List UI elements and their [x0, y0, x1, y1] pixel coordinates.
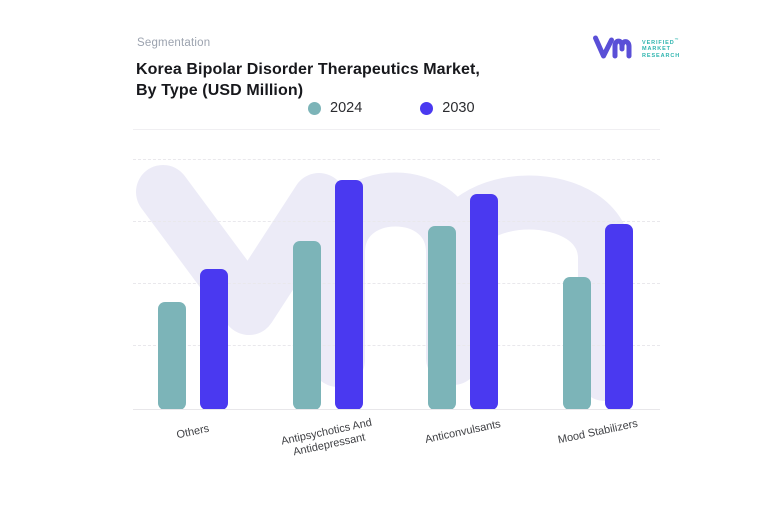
chart-legend: 2024 2030: [308, 100, 475, 116]
chart-title: Korea Bipolar Disorder Therapeutics Mark…: [136, 59, 480, 101]
chart-title-line1: Korea Bipolar Disorder Therapeutics Mark…: [136, 61, 480, 78]
gridline: [133, 159, 660, 161]
legend-label-2024: 2024: [330, 100, 363, 116]
bar-2030-anticonvulsants: [470, 194, 498, 410]
vmr-logo-glyph-icon: [593, 35, 632, 59]
bar-2024-mood-stabilizers: [563, 277, 591, 410]
logo-word-research: RESEARCH: [642, 52, 681, 59]
bar-group-antipsychotics-and-antidepressant: [293, 130, 363, 410]
chart-title-line2: By Type (USD Million): [136, 82, 304, 99]
logo-word-market: MARKET: [642, 46, 671, 53]
bar-2024-antipsychotics-and-antidepressant: [293, 240, 321, 410]
trademark-symbol: ™: [674, 37, 679, 42]
legend-dot-2030-icon: [420, 101, 434, 115]
bar-2030-mood-stabilizers: [605, 224, 633, 410]
bar-group-others: [158, 130, 228, 410]
gridline: [133, 221, 660, 222]
bar-2024-anticonvulsants: [428, 226, 456, 410]
bar-group-mood-stabilizers: [563, 130, 633, 410]
gridline: [133, 345, 660, 347]
x-axis-baseline: [133, 409, 660, 410]
logo-word-verified: VERIFIED: [642, 39, 675, 46]
gridline: [133, 282, 660, 284]
category-label-others: Others: [175, 422, 211, 442]
legend-dot-2024-icon: [308, 101, 321, 115]
bar-2030-others: [200, 268, 228, 410]
legend-item-2024: 2024: [308, 100, 362, 116]
bar-chart: [133, 129, 660, 410]
bar-2030-antipsychotics-and-antidepressant: [335, 180, 363, 410]
bar-group-anticonvulsants: [428, 130, 498, 410]
category-label-mood-stabilizers: Mood Stabilizers: [556, 417, 639, 447]
category-axis-labels: Others Antipsychotics And Antidepressant A…: [133, 417, 660, 490]
category-label-anticonvulsants: Anticonvulsants: [423, 418, 502, 446]
vmr-logo-text: VERIFIED™ MARKET RESEARCH: [642, 33, 680, 59]
vmr-logo: VERIFIED™ MARKET RESEARCH: [592, 33, 680, 60]
category-label-antipsychotics-and-antidepressant: Antipsychotics And Antidepressant: [280, 416, 373, 459]
legend-label-2030: 2030: [442, 100, 475, 116]
legend-item-2030: 2030: [420, 100, 475, 116]
segmentation-label: Segmentation: [137, 37, 211, 49]
bar-2024-others: [158, 301, 186, 410]
